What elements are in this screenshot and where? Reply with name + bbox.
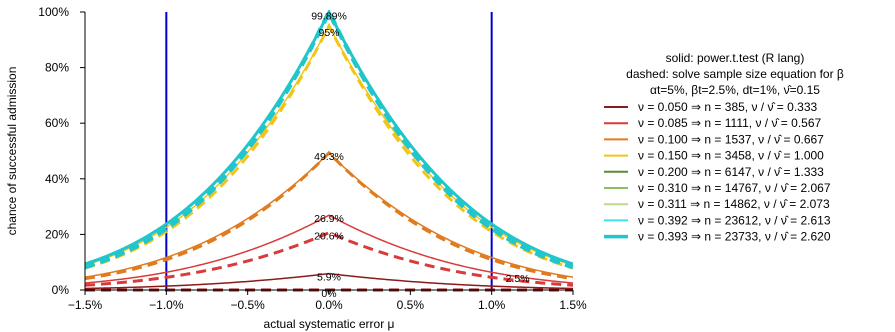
legend-label-5: ν = 0.310 ⇒ n = 14767, ν / ν̂ = 2.067 [638, 181, 831, 195]
x-tick-label-6: 1.5% [559, 298, 587, 312]
x-tick-label-5: 1.0% [478, 298, 506, 312]
x-axis-title: actual systematic error μ [264, 317, 395, 331]
y-tick-label-5: 100% [38, 5, 69, 19]
y-axis-title: chance of successful admission [5, 67, 19, 236]
legend-header-2: αt=5%, βt=2.5%, dt=1%, ν̂=0.15 [650, 83, 820, 97]
legend-label-4: ν = 0.200 ⇒ n = 6147, ν / ν̂ = 1.333 [638, 165, 824, 179]
series-dashed-2 [85, 150, 573, 281]
legend: solid: power.t.test (R lang) dashed: solv… [604, 51, 844, 244]
series-dashed-3 [85, 22, 573, 270]
legend-label-8: ν = 0.393 ⇒ n = 23733, ν / ν̂ = 2.620 [638, 230, 831, 244]
legend-label-1: ν = 0.085 ⇒ n = 1111, ν / ν̂ = 0.567 [638, 116, 822, 130]
y-tick-label-2: 40% [45, 172, 69, 186]
x-tick-label-1: −1.0% [149, 298, 184, 312]
annotation-2: 49.3% [314, 151, 344, 163]
series-solid-6 [85, 10, 573, 265]
axes: −1.5% −1.0% −0.5% 0.0% 0.5% 1.0% 1.5% 0% 20% 40% 6… [5, 5, 587, 331]
annotation-3: 26.9% [314, 213, 344, 225]
series-solid-5 [85, 10, 573, 265]
curves [85, 10, 573, 292]
series-solid-7 [85, 10, 573, 265]
legend-label-6: ν = 0.311 ⇒ n = 14862, ν / ν̂ = 2.073 [638, 197, 830, 211]
annotation-0: 99.89% [311, 10, 347, 22]
y-tick-label-3: 60% [45, 116, 69, 130]
annotation-5: 5.9% [317, 272, 341, 284]
x-tick-label-3: 0.0% [315, 298, 343, 312]
series-solid-1 [85, 214, 573, 284]
legend-header-1: dashed: solve sample size equation for β [626, 67, 844, 81]
annotations: 99.89% 95% 49.3% 26.9% 20.6% 5.9% 0% 2.5% [311, 10, 529, 300]
legend-header-0: solid: power.t.test (R lang) [666, 51, 805, 65]
legend-label-0: ν = 0.050 ⇒ n = 385, ν / ν̂ = 0.333 [638, 100, 818, 114]
series-dashed-1 [85, 231, 573, 287]
annotation-1: 95% [318, 27, 339, 39]
annotation-4: 20.6% [314, 231, 344, 243]
x-tick-label-4: 0.5% [397, 298, 425, 312]
y-tick-label-0: 0% [52, 283, 70, 297]
legend-label-2: ν = 0.100 ⇒ n = 1537, ν / ν̂ = 0.667 [638, 132, 824, 146]
plot-area [85, 10, 573, 292]
annotation-6: 0% [321, 288, 336, 300]
x-tick-label-2: −0.5% [230, 298, 265, 312]
y-tick-label-1: 20% [45, 227, 69, 241]
annotation-7: 2.5% [506, 273, 530, 285]
legend-label-7: ν = 0.392 ⇒ n = 23612, ν / ν̂ = 2.613 [638, 213, 831, 227]
series-solid-0 [85, 272, 573, 290]
legend-label-3: ν = 0.150 ⇒ n = 3458, ν / ν̂ = 1.000 [638, 149, 824, 163]
series-solid-8 [85, 10, 573, 266]
series-solid-4 [85, 10, 573, 265]
y-tick-label-4: 80% [45, 61, 69, 75]
x-tick-label-0: −1.5% [68, 298, 103, 312]
